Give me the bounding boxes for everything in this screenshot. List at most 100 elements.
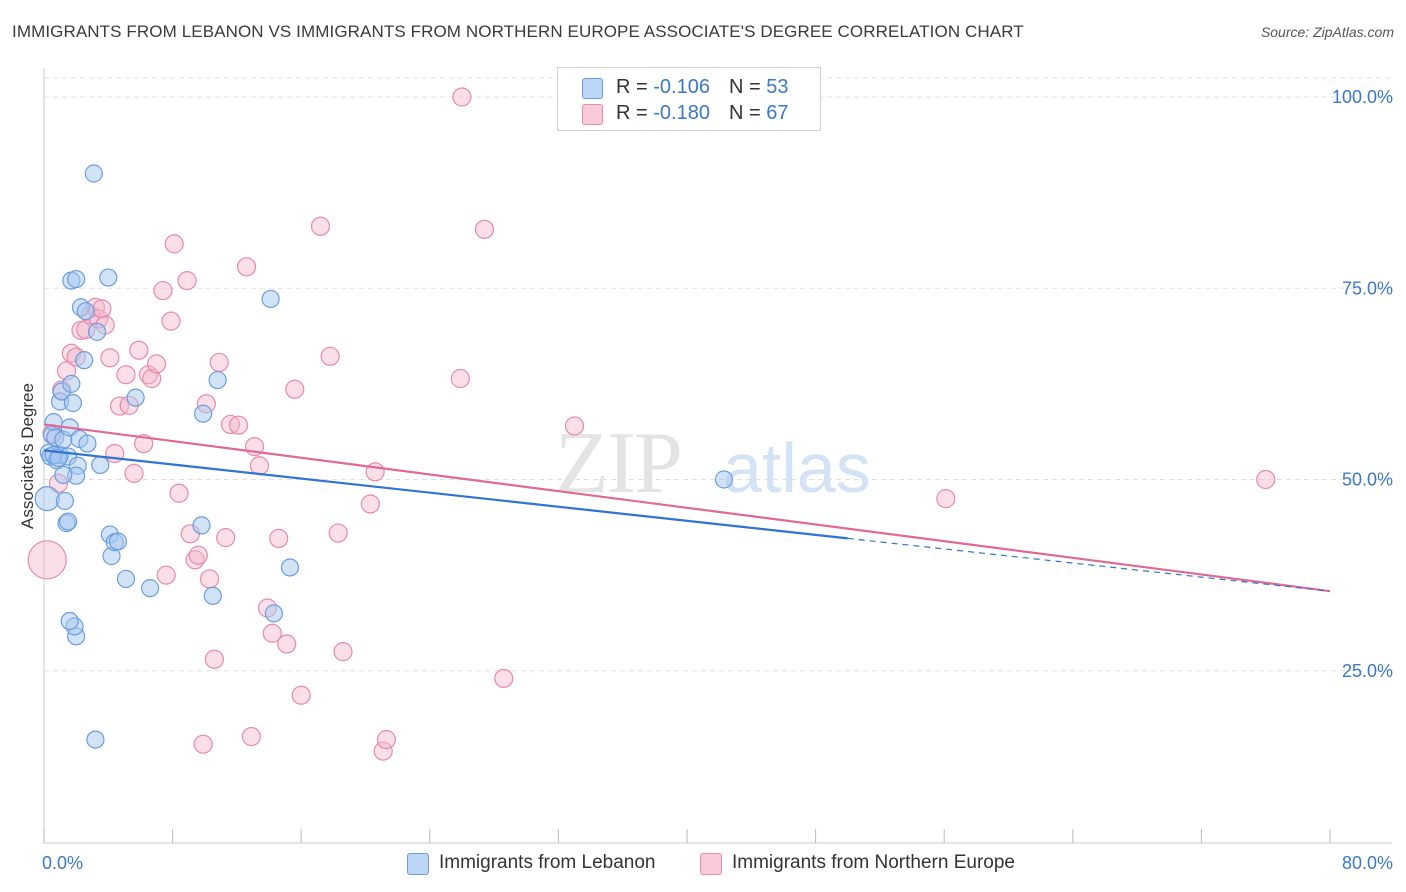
x-tick-label: 0.0%	[42, 853, 83, 873]
bottom-legend-swatch-lebanon	[407, 853, 429, 875]
northern-europe-point	[116, 365, 136, 385]
legend-n-value: 53	[766, 76, 789, 98]
legend-n-label: N =	[728, 102, 767, 124]
northern-europe-point	[333, 642, 353, 662]
watermark-atlas: atlas	[723, 429, 871, 507]
northern-europe-point	[146, 354, 167, 374]
northern-europe-point	[1256, 469, 1276, 490]
northern-europe-point	[188, 545, 208, 565]
northern-europe-point	[164, 234, 184, 254]
lebanon-point	[75, 351, 94, 370]
northern-europe-point	[216, 528, 236, 548]
lebanon-point	[54, 465, 73, 485]
lebanon-point	[108, 532, 128, 551]
series-lebanon-points	[34, 164, 734, 749]
northern-europe-point	[134, 433, 154, 454]
northern-europe-point	[92, 299, 112, 319]
lebanon-point	[60, 611, 79, 631]
lebanon-point	[67, 269, 86, 289]
series-northern-europe-points	[27, 87, 1276, 761]
lebanon-point	[87, 322, 107, 341]
lebanon-point	[194, 404, 213, 423]
lebanon-point	[91, 455, 110, 475]
legend-r-value: -0.106	[653, 76, 710, 98]
northern-europe-point	[564, 416, 585, 436]
northern-europe-point	[494, 668, 514, 689]
lebanon-point	[140, 579, 160, 598]
lebanon-point	[86, 730, 105, 749]
legend-n-value: 67	[766, 102, 789, 124]
northern-europe-point	[161, 311, 181, 331]
northern-europe-point	[241, 726, 261, 747]
lebanon-trend-line	[43, 449, 848, 540]
lebanon-point	[99, 268, 118, 287]
y-axis-label: Associate's Degree	[18, 383, 37, 529]
lebanon-point	[264, 604, 283, 623]
watermark-zip: ZIP	[555, 415, 681, 512]
bottom-legend-label-lebanon: Immigrants from Lebanon	[439, 852, 656, 873]
northern-europe-point	[129, 340, 149, 360]
bottom-legend-label-northern-europe: Immigrants from Northern Europe	[732, 852, 1015, 873]
source-label: Source: ZipAtlas.com	[1260, 24, 1394, 40]
northern-europe-point	[193, 734, 213, 754]
axes	[43, 68, 1392, 844]
northern-europe-point	[27, 540, 67, 580]
northern-europe-point	[109, 396, 130, 416]
northern-europe-point	[277, 634, 297, 654]
lebanon-point	[49, 448, 68, 468]
lebanon-point	[714, 470, 734, 489]
lebanon-point	[62, 374, 81, 393]
tick-labels: 25.0% 50.0% 75.0% 100.0% 0.0% 80.0%	[42, 87, 1393, 873]
northern-europe-point	[936, 489, 956, 509]
lebanon-point	[203, 586, 222, 605]
northern-europe-point	[204, 649, 224, 669]
northern-europe-point	[452, 87, 472, 107]
lebanon-point	[55, 491, 74, 511]
northern-europe-point	[199, 569, 220, 589]
lebanon-point	[63, 393, 83, 413]
legend-swatch-northern-europe	[582, 104, 603, 125]
northern-europe-point	[169, 483, 189, 503]
y-tick-label: 25.0%	[1342, 661, 1393, 681]
northern-europe-point	[209, 352, 229, 373]
lebanon-point	[84, 164, 103, 183]
y-tick-label: 75.0%	[1342, 278, 1393, 298]
lebanon-point	[192, 516, 211, 535]
northern-europe-point	[328, 523, 348, 543]
legend-r-label: R =	[616, 76, 654, 98]
trend-lines	[43, 423, 1331, 593]
lebanon-point	[126, 388, 145, 407]
y-tick-label: 100.0%	[1332, 87, 1393, 107]
legend-r-value: -0.180	[653, 102, 710, 124]
correlation-legend: R = -0.106 N = 53 R = -0.180 N = 67	[557, 67, 821, 131]
northern-europe-point	[100, 348, 120, 368]
lebanon-point	[208, 370, 227, 390]
northern-europe-point	[177, 271, 197, 291]
northern-europe-point	[156, 565, 176, 585]
lebanon-point	[34, 486, 60, 512]
lebanon-point	[44, 413, 63, 432]
lebanon-point	[280, 558, 300, 577]
northern-europe-point	[291, 685, 311, 705]
watermark: ZIP atlas	[555, 415, 871, 512]
northern-europe-point	[249, 456, 270, 476]
y-tick-label: 50.0%	[1342, 470, 1393, 490]
lebanon-point	[261, 289, 280, 309]
lebanon-trend-extension	[847, 537, 1331, 592]
northern-europe-point	[142, 368, 162, 389]
northern-europe-point	[474, 219, 495, 239]
northern-europe-point	[236, 257, 257, 277]
northern-europe-point	[360, 494, 380, 514]
chart-title: IMMIGRANTS FROM LEBANON VS IMMIGRANTS FR…	[12, 22, 1024, 41]
gridlines	[44, 77, 1390, 672]
northern-europe-point	[228, 415, 249, 435]
x-tick-label: 80.0%	[1342, 853, 1393, 873]
northern-europe-point	[153, 280, 173, 301]
lebanon-point	[78, 434, 97, 453]
northern-europe-point	[320, 346, 340, 366]
lebanon-point	[76, 302, 95, 321]
northern-europe-point	[262, 623, 282, 643]
northern-europe-point	[220, 414, 241, 435]
northern-europe-point	[376, 729, 396, 750]
